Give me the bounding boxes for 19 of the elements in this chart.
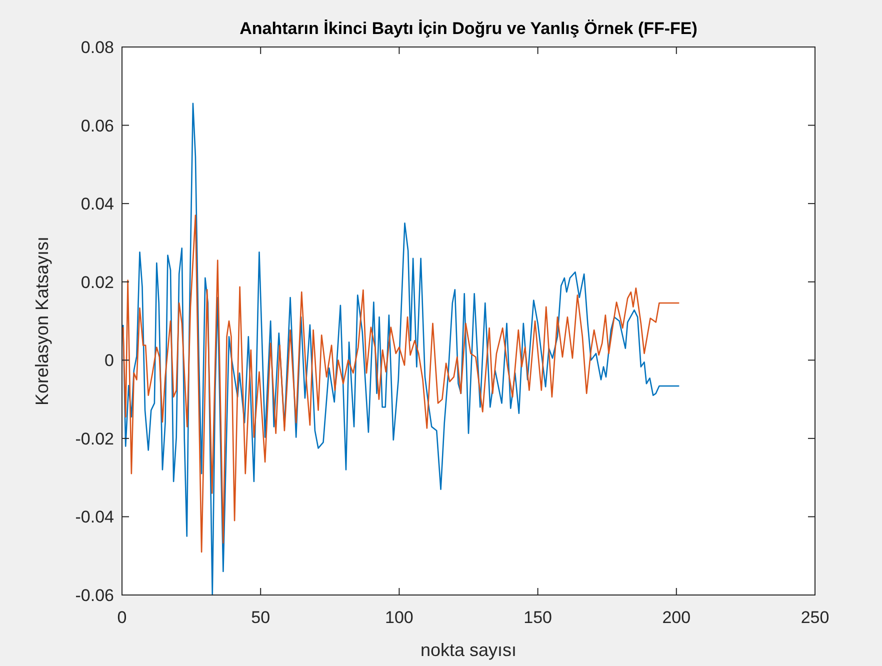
x-tick-label: 150: [524, 608, 552, 627]
x-tick-label: 50: [251, 608, 270, 627]
y-tick-label: 0.02: [80, 272, 114, 292]
x-tick-label: 100: [385, 608, 414, 627]
line-series: [122, 102, 680, 596]
line-series: [122, 214, 680, 553]
x-axis-title: nokta sayısı: [420, 640, 517, 660]
y-tick-label: 0.04: [80, 194, 114, 214]
x-tick-label: 0: [117, 608, 127, 627]
x-tick-label: 250: [800, 608, 830, 627]
y-tick-label: -0.02: [75, 429, 114, 448]
x-tick-label: 200: [662, 608, 691, 627]
y-axis-title: Korelasyon Katsayısı: [32, 236, 52, 406]
y-tick-label: -0.06: [75, 586, 114, 605]
y-tick-label: -0.04: [75, 508, 114, 527]
y-tick-label: 0.06: [80, 116, 114, 136]
y-tick-label: 0.08: [80, 38, 114, 57]
y-tick-label: 0: [104, 351, 114, 370]
chart-title: Anahtarın İkinci Baytı İçin Doğru ve Yanlış Örnek (FF-FE): [240, 19, 698, 38]
